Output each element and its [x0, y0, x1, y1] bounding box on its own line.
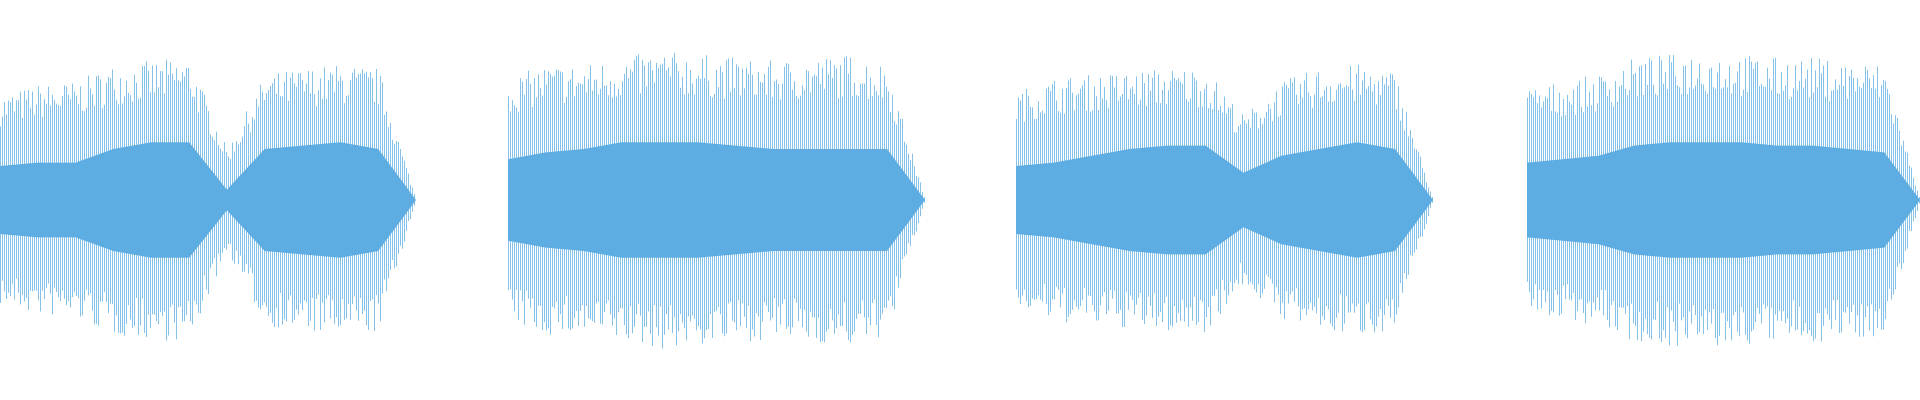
- waveform-core: [508, 142, 925, 258]
- waveform-core: [0, 142, 416, 258]
- audio-clip: [0, 59, 416, 341]
- audio-clip: [508, 52, 925, 349]
- waveform-core: [1527, 142, 1920, 258]
- audio-clip: [1016, 64, 1433, 333]
- audio-clip: [1527, 55, 1920, 346]
- waveform-core: [1016, 142, 1433, 258]
